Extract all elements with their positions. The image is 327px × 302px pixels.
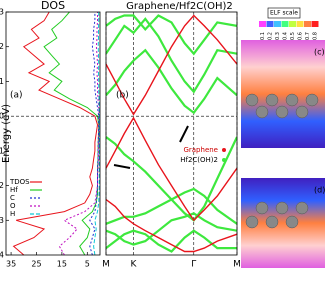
band-line — [106, 14, 237, 116]
elf-scale-swatch — [259, 21, 266, 27]
band-line — [106, 48, 237, 115]
y-tick-label: 2 — [0, 42, 4, 51]
arrow — [113, 164, 131, 169]
dos-line — [93, 12, 100, 256]
plot-frame — [5, 11, 101, 256]
legend-label: TDOS — [9, 178, 30, 186]
band-line — [106, 14, 237, 56]
dos-line — [89, 12, 100, 256]
y-axis-label: Energy (eV) — [1, 104, 12, 163]
plot-frame — [105, 11, 238, 256]
elf-scale-label: 0.1 — [260, 32, 266, 40]
band-line — [106, 116, 237, 222]
y-tick-label: -2 — [0, 181, 4, 190]
x-tick-label: 15 — [57, 260, 67, 269]
annotation: (a) — [10, 91, 23, 101]
panel-label: (c) — [314, 48, 325, 57]
legend-label: O — [10, 202, 16, 210]
x-tick-label: 25 — [31, 260, 41, 269]
dos-line — [12, 11, 99, 256]
elf-images — [241, 7, 325, 268]
legend-label: Hf2C(OH)2 — [180, 156, 218, 164]
band-line — [106, 198, 237, 253]
arrow — [179, 125, 189, 143]
legend-label: C — [10, 194, 15, 202]
band-line — [106, 229, 237, 253]
elf-scale-label: 0.8 — [313, 32, 319, 40]
x-tick-label: Γ — [191, 260, 196, 270]
elf-scale-swatch — [296, 21, 304, 27]
dos-line — [58, 12, 100, 256]
elf-scale-swatch — [266, 21, 274, 27]
elf-scale-swatch — [311, 21, 319, 27]
elf-scale-label: 0.6 — [298, 32, 304, 40]
elf-scale-swatch — [289, 21, 296, 27]
panel-label: (d) — [314, 186, 325, 195]
x-tick-label: K — [131, 260, 138, 270]
elf-scale-label: 0.5 — [290, 32, 296, 40]
annotation: (b) — [116, 91, 129, 101]
elf-scale-swatch — [281, 21, 289, 27]
x-tick-label: 5 — [85, 260, 90, 269]
elf-scale-label: 0.7 — [305, 32, 311, 40]
atoms — [245, 93, 319, 229]
elf-title: ELF scale — [270, 10, 298, 17]
y-tick-label: 3 — [0, 8, 4, 17]
legend-marker — [222, 148, 226, 152]
elf-scale-label: 0.3 — [275, 32, 281, 40]
dos-line — [43, 11, 100, 256]
elf-scale-label: 0.2 — [268, 32, 274, 40]
legend-label: Graphene — [183, 146, 218, 154]
elf-scale-swatch — [274, 21, 281, 27]
y-tick-label: -3 — [0, 216, 4, 225]
y-tick-label: -1 — [0, 146, 4, 155]
x-tick-label: M — [102, 260, 110, 270]
y-tick-label: -4 — [0, 251, 4, 260]
band-line — [106, 187, 237, 225]
band-line — [106, 17, 237, 94]
elf-scale-label: 0.4 — [283, 32, 289, 40]
elf-scale-swatch — [304, 21, 311, 27]
chart-title: Graphene/Hf2C(OH)2 — [126, 1, 233, 12]
y-tick-label: 0 — [0, 112, 4, 121]
band-line — [106, 136, 237, 222]
chart-title: DOS — [41, 0, 65, 12]
legend-label: H — [10, 210, 15, 218]
elf-title-box — [267, 7, 301, 19]
x-tick-label: 35 — [6, 260, 16, 269]
x-tick-label: M — [233, 260, 241, 270]
band-line — [106, 212, 237, 246]
y-tick-label: 1 — [0, 77, 4, 86]
legend-label: Hf — [10, 186, 18, 194]
legend-marker — [222, 158, 226, 162]
